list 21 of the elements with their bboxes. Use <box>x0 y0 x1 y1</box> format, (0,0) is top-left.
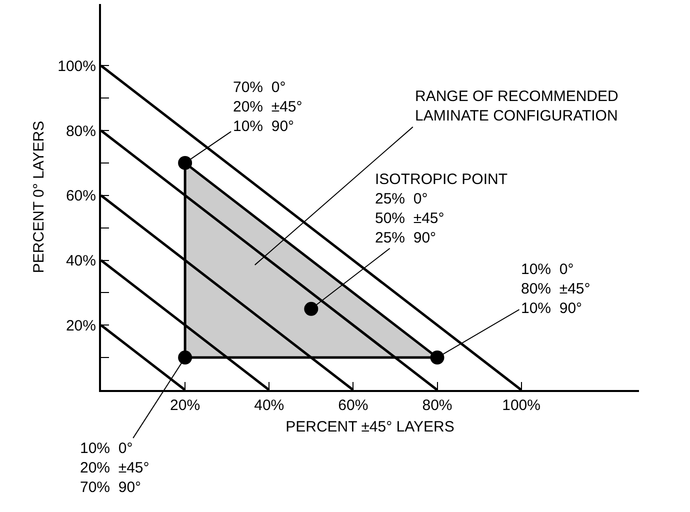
point <box>430 350 444 365</box>
y-axis-title: PERCENT 0° LAYERS <box>30 120 48 274</box>
y-tick-label: 40% <box>66 252 96 270</box>
y-tick-label: 20% <box>66 317 96 334</box>
y-tick-label: 60% <box>66 188 96 205</box>
x-tick-label: 100% <box>502 397 540 414</box>
annotation: 70% 0° 20% ±45° 10% 90° <box>233 79 302 135</box>
y-tick-label: 80% <box>66 122 96 140</box>
x-tick-label: 40% <box>254 397 284 414</box>
x-tick-label: 60% <box>338 397 368 414</box>
point <box>178 156 192 170</box>
annotation: RANGE OF RECOMMENDED LAMINATE CONFIGURATION <box>415 88 619 124</box>
annotation: 10% 0° 20% ±45° 70% 90° <box>80 440 150 496</box>
point <box>304 302 318 316</box>
x-tick-label: 80% <box>422 397 452 414</box>
x-tick-label: 20% <box>170 397 200 414</box>
annotation: 10% 0° 80% ±45° 10% 90° <box>521 261 590 317</box>
y-tick-label: 100% <box>58 58 96 75</box>
x-axis-title: PERCENT ±45° LAYERS <box>286 418 454 436</box>
annotation: ISOTROPIC POINT 25% 0° 50% ±45° 25% 90° <box>375 171 508 246</box>
point <box>178 350 192 365</box>
